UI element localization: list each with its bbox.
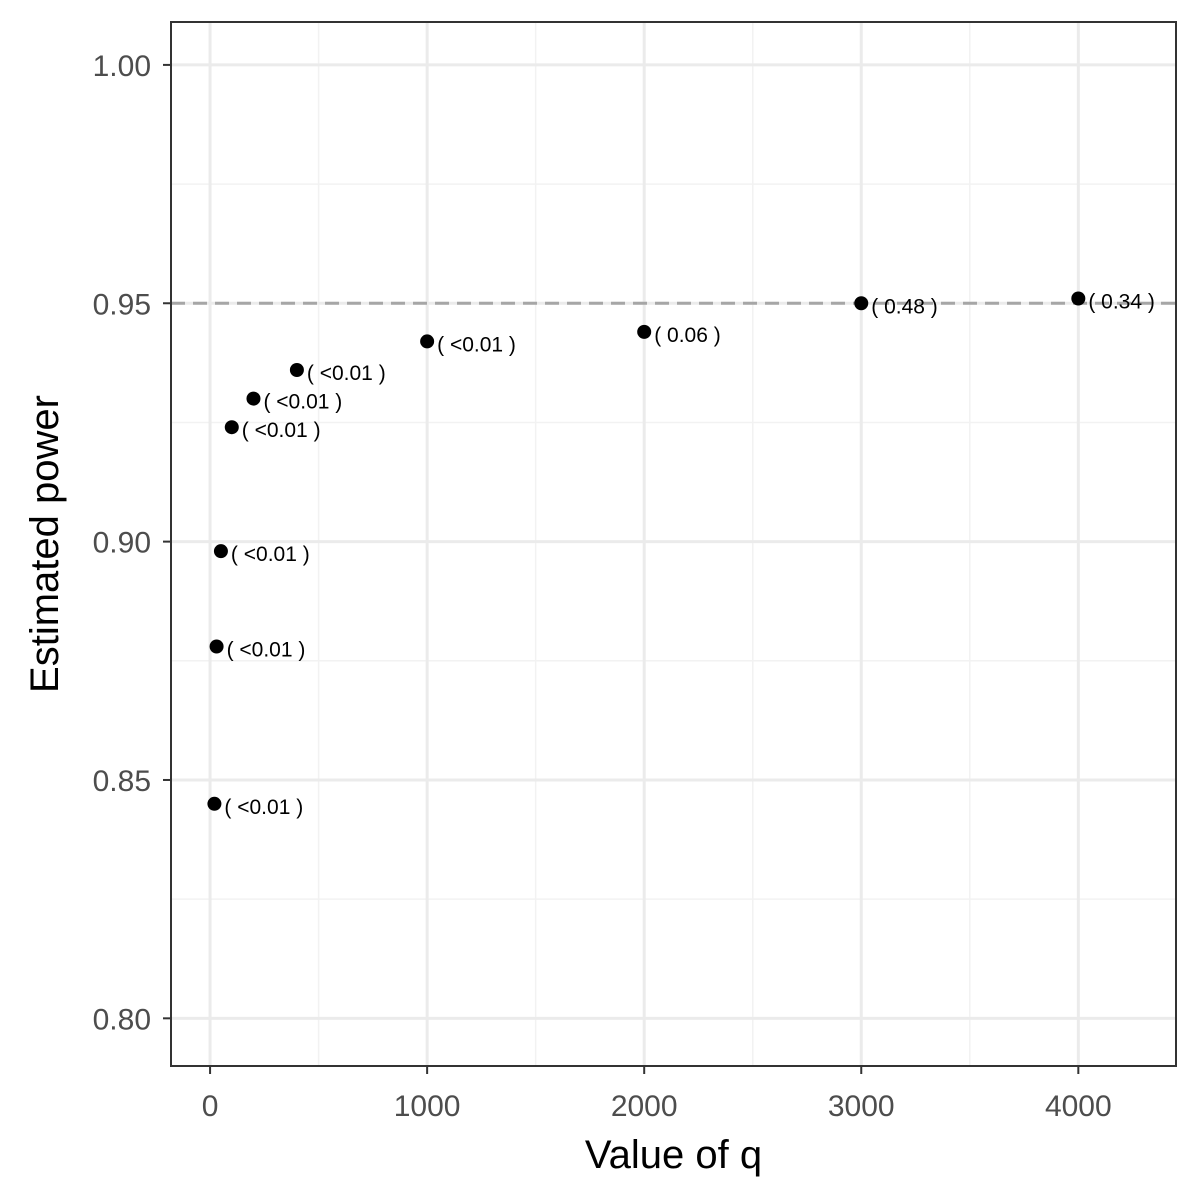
x-axis-title: Value of q [585,1133,762,1177]
x-tick-label: 2000 [611,1090,678,1123]
data-point [1071,291,1086,306]
x-tick-label: 0 [202,1090,219,1123]
y-axis-title: Estimated power [23,395,67,693]
y-tick-label: 1.00 [93,50,151,83]
panel-border [170,21,1177,1067]
x-tick-label: 3000 [828,1090,895,1123]
data-point [637,324,652,339]
data-labels: ( <0.01 ) ( <0.01 ) ( <0.01 ) ( <0.01 ) ( <0… [224,290,1154,818]
data-point [209,639,224,654]
y-tick-label: 0.85 [93,765,151,798]
data-label: ( 0.48 ) [871,295,938,318]
x-tick-label: 4000 [1045,1090,1112,1123]
data-label: ( <0.01 ) [242,419,321,442]
data-label: ( <0.01 ) [307,362,386,385]
data-label: ( <0.01 ) [437,333,516,356]
y-tick-label: 0.80 [93,1003,151,1036]
data-point [246,391,261,406]
minor-gridlines [171,22,1176,1066]
x-tick-label: 1000 [394,1090,461,1123]
data-points [207,291,1086,811]
data-label: ( <0.01 ) [263,391,342,414]
major-gridlines [171,22,1176,1066]
y-tick-label: 0.90 [93,527,151,560]
x-axis: 0 1000 2000 3000 4000 [202,1066,1112,1123]
y-axis: 0.80 0.85 0.90 0.95 1.00 [93,50,171,1036]
y-tick-label: 0.95 [93,288,151,321]
data-label: ( 0.06 ) [654,324,721,347]
data-point [854,296,869,311]
data-point [213,544,228,559]
data-point [420,334,435,349]
data-label: ( <0.01 ) [231,543,310,566]
data-label: ( <0.01 ) [227,638,306,661]
data-label: ( 0.34 ) [1088,290,1155,313]
data-point [207,796,222,811]
data-label: ( <0.01 ) [224,796,303,819]
data-point [289,363,304,377]
data-point [224,420,239,435]
